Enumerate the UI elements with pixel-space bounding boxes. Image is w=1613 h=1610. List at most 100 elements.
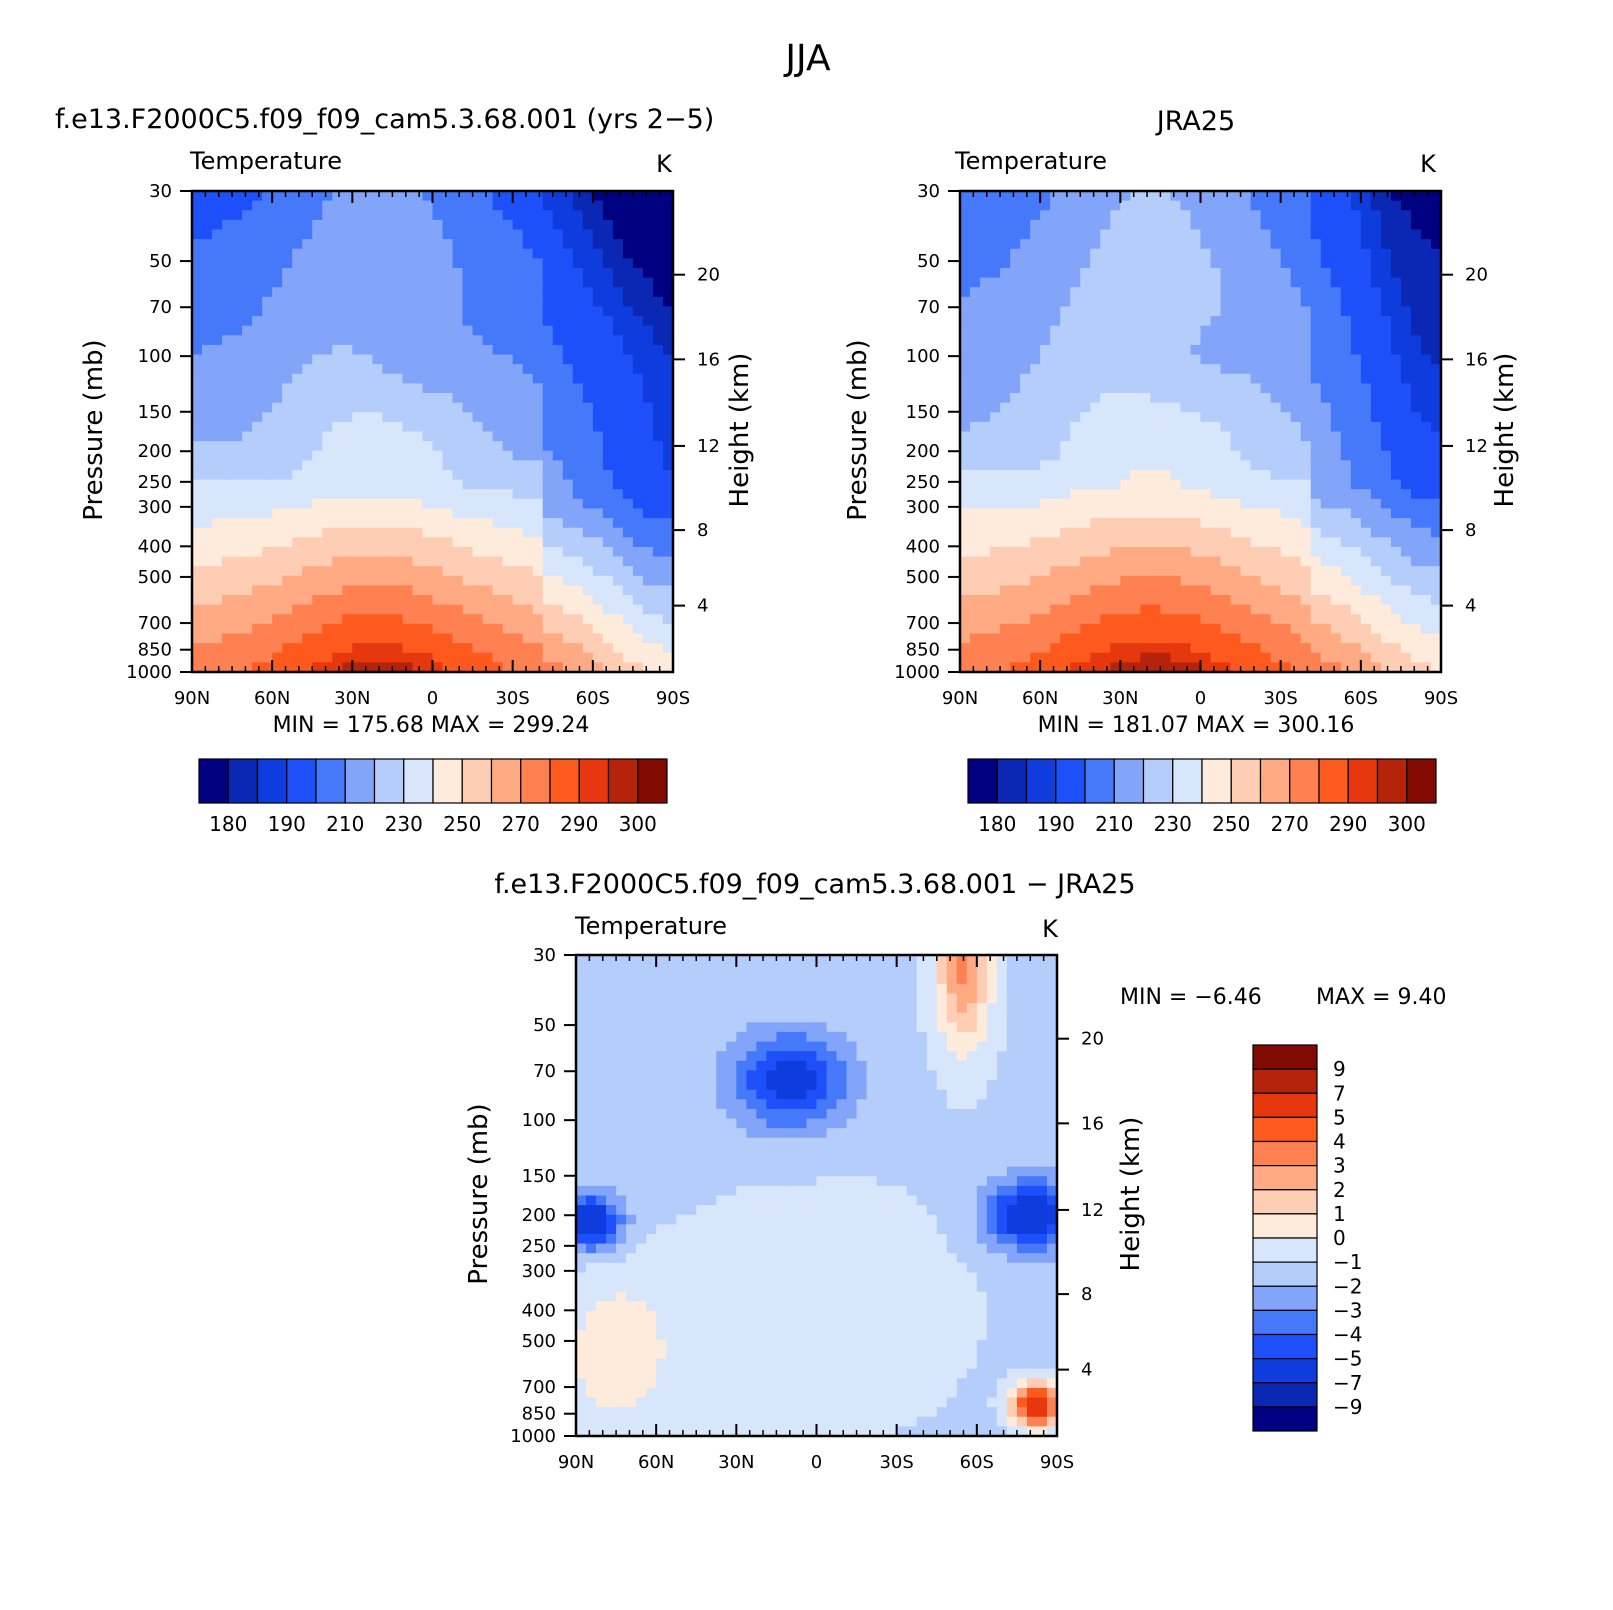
obs-cell <box>1320 662 1332 673</box>
obs-cell <box>1290 402 1302 413</box>
obs-cell <box>1040 469 1051 481</box>
obs-cell <box>1070 431 1081 442</box>
model-cell <box>632 623 644 635</box>
obs-cell <box>1200 191 1212 202</box>
obs-cell <box>1100 364 1111 375</box>
model-cell <box>322 325 333 336</box>
obs-cell <box>1140 431 1151 442</box>
obs-cell <box>1090 633 1101 644</box>
obs-cell <box>1320 344 1332 356</box>
obs-cell <box>1080 335 1091 346</box>
model-cell <box>342 344 353 356</box>
obs-cell <box>980 287 991 298</box>
obs-cell <box>1020 460 1031 471</box>
model-cell <box>382 479 394 490</box>
model-cell <box>612 421 624 433</box>
obs-cell <box>1410 373 1422 384</box>
obs-cell <box>1420 316 1432 327</box>
model-cell <box>432 498 444 510</box>
model-cell <box>332 518 343 529</box>
obs-cell <box>1240 431 1252 442</box>
model-cell <box>522 604 534 615</box>
model-cell <box>262 267 273 279</box>
model-cell <box>372 239 383 250</box>
obs-cell <box>1190 200 1202 211</box>
model-cell <box>332 373 343 384</box>
model-cell <box>492 219 504 231</box>
model-cell <box>352 537 363 548</box>
model-xtick-label: 30S <box>495 688 529 709</box>
model-cell <box>212 652 223 663</box>
obs-cell <box>1110 460 1121 471</box>
model-cell <box>382 431 394 442</box>
obs-cell <box>1100 575 1111 587</box>
model-cell <box>562 229 574 240</box>
model-cell <box>562 652 574 663</box>
obs-cell <box>1330 354 1342 365</box>
obs-cell <box>1400 633 1412 644</box>
obs-cell <box>1020 431 1031 442</box>
model-cell <box>532 604 544 615</box>
model-cell <box>242 219 253 231</box>
model-cell <box>362 402 373 413</box>
model-cell <box>382 296 394 308</box>
model-cell <box>472 441 484 452</box>
obs-cell <box>1360 316 1372 327</box>
obs-cell <box>1140 200 1151 211</box>
model-cell <box>662 460 674 471</box>
model-cell <box>562 200 574 211</box>
obs-cell <box>1280 383 1292 394</box>
obs-cell <box>1170 604 1182 615</box>
model-cell <box>232 191 243 202</box>
model-cell <box>232 652 243 663</box>
obs-cell <box>1350 258 1362 269</box>
model-cell <box>272 412 283 423</box>
obs-cell <box>970 287 981 298</box>
model-cell <box>472 575 484 587</box>
obs-cell <box>1180 354 1192 365</box>
obs-cell <box>1290 219 1302 231</box>
obs-cell <box>1010 527 1021 538</box>
model-cell <box>342 604 353 615</box>
model-cell <box>572 383 584 394</box>
obs-cell <box>1220 364 1232 375</box>
obs-cell <box>970 662 981 673</box>
obs-cell <box>1250 219 1262 231</box>
model-cell <box>532 306 544 317</box>
model-cell <box>522 373 534 384</box>
model-cell <box>492 585 504 596</box>
model-cell <box>212 489 223 500</box>
obs-cell <box>1060 556 1071 567</box>
model-cell <box>292 585 303 596</box>
model-cell <box>362 431 373 442</box>
model-cell <box>422 335 434 346</box>
model-cell <box>312 566 323 577</box>
obs-cell <box>1010 460 1021 471</box>
obs-cell <box>990 200 1001 211</box>
obs-cell <box>1260 306 1272 317</box>
model-cell <box>582 546 594 558</box>
model-cell <box>362 210 373 221</box>
model-cell <box>662 527 674 538</box>
obs-cell <box>1070 412 1081 423</box>
model-cell <box>262 460 273 471</box>
obs-cell <box>1280 585 1292 596</box>
model-cell <box>632 354 644 365</box>
obs-cell <box>1160 441 1172 452</box>
model-cell <box>272 393 283 404</box>
model-cell <box>452 296 464 308</box>
model-cell <box>572 469 584 481</box>
model-cell <box>502 287 514 298</box>
model-cell <box>432 210 444 221</box>
obs-cell <box>1020 489 1031 500</box>
model-cell <box>222 325 233 336</box>
obs-cell <box>1420 489 1432 500</box>
model-cell <box>432 460 444 471</box>
obs-cell <box>1320 489 1332 500</box>
obs-cell <box>1330 604 1342 615</box>
obs-cell <box>1100 604 1111 615</box>
obs-cell <box>1180 412 1192 423</box>
obs-cell <box>1310 498 1322 510</box>
obs-cell <box>1190 344 1202 356</box>
obs-cell <box>1160 556 1172 567</box>
